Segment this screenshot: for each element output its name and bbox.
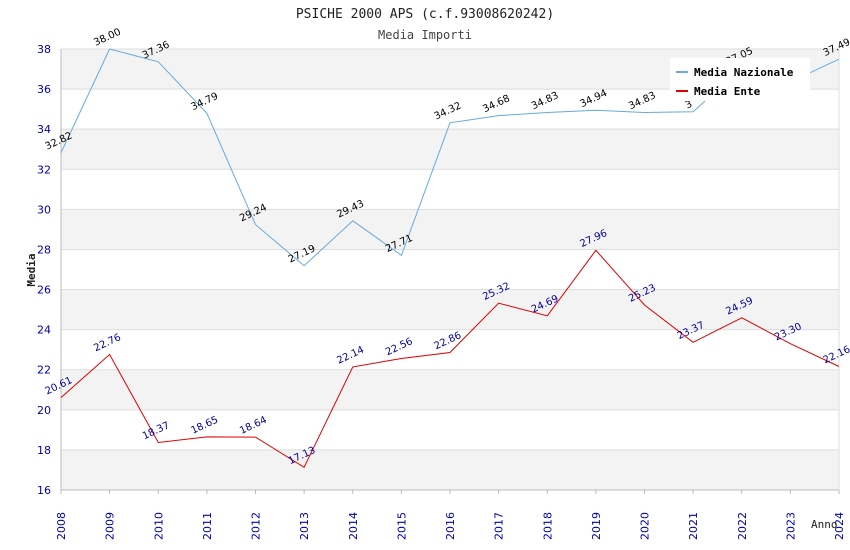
x-tick-label: 2015: [395, 512, 408, 540]
data-label-nazionale-partial: 3: [684, 99, 694, 112]
chart-title: PSICHE 2000 APS (c.f.93008620242): [296, 7, 554, 22]
data-label-ente: 22.16: [822, 344, 850, 366]
x-tick-label: 2013: [298, 512, 311, 540]
x-tick-label: 2021: [687, 512, 700, 540]
plot-band: [61, 129, 839, 170]
x-tick-label: 2018: [541, 512, 554, 540]
x-tick-label: 2014: [347, 512, 360, 540]
y-tick-label: 34: [37, 123, 51, 136]
y-tick-label: 38: [37, 43, 51, 56]
data-label-ente: 18.64: [238, 415, 269, 437]
x-tick-label: 2024: [833, 512, 846, 540]
data-label-nazionale: 34.79: [189, 91, 220, 113]
data-label-ente: 18.65: [189, 415, 220, 437]
y-tick-label: 30: [37, 203, 51, 216]
data-label-nazionale: 34.32: [433, 100, 464, 122]
plot-band: [61, 209, 839, 250]
y-tick-label: 20: [37, 404, 51, 417]
x-tick-label: 2022: [736, 512, 749, 540]
x-tick-label: 2019: [590, 512, 603, 540]
x-tick-label: 2012: [250, 512, 263, 540]
y-tick-label: 22: [37, 364, 51, 377]
y-tick-label: 28: [37, 243, 51, 256]
x-tick-label: 2017: [493, 512, 506, 540]
plot-band: [61, 289, 839, 330]
data-label-nazionale: 34.83: [627, 90, 658, 112]
data-label-ente: 22.86: [433, 330, 464, 352]
legend-label: Media Nazionale: [694, 66, 794, 79]
legend-box: [670, 58, 810, 101]
x-tick-label: 2009: [104, 512, 117, 540]
x-tick-labels: 2008 2009 2010 2011 2012 2013 2014 2015 2016 2017…: [55, 490, 846, 540]
data-label-nazionale: 38.00: [92, 27, 123, 49]
data-label-nazionale: 34.68: [481, 93, 512, 115]
legend-label: Media Ente: [694, 85, 761, 98]
x-axis-label: Anno: [811, 518, 838, 531]
data-label-ente: 22.14: [335, 345, 366, 367]
chart-subtitle: Media Importi: [378, 28, 472, 42]
plot-band: [61, 369, 839, 410]
data-label-nazionale: 34.94: [578, 88, 609, 110]
y-tick-label: 24: [37, 324, 51, 337]
x-tick-label: 2010: [152, 512, 165, 540]
y-tick-label: 32: [37, 163, 51, 176]
x-tick-label: 2016: [444, 512, 457, 540]
series-line-media-ente: [60, 249, 840, 469]
y-tick-label: 18: [37, 444, 51, 457]
y-tick-label: 26: [37, 284, 51, 297]
plot-band: [61, 449, 839, 490]
x-tick-label: 2023: [784, 512, 797, 540]
x-tick-label: 2020: [639, 512, 652, 540]
y-tick-label: 16: [37, 484, 51, 497]
data-label-ente: 22.56: [384, 336, 415, 358]
y-tick-label: 36: [37, 83, 51, 96]
y-tick-labels: 16 18 20 22 24 26 28 30 32 34 36 38: [37, 43, 51, 497]
data-label-nazionale: 34.83: [530, 90, 561, 112]
legend: Media Nazionale Media Ente: [670, 58, 810, 101]
x-tick-label: 2011: [201, 512, 214, 540]
y-axis-label: Media: [25, 253, 38, 286]
x-tick-label: 2008: [55, 512, 68, 540]
data-label-ente: 22.76: [92, 332, 123, 354]
